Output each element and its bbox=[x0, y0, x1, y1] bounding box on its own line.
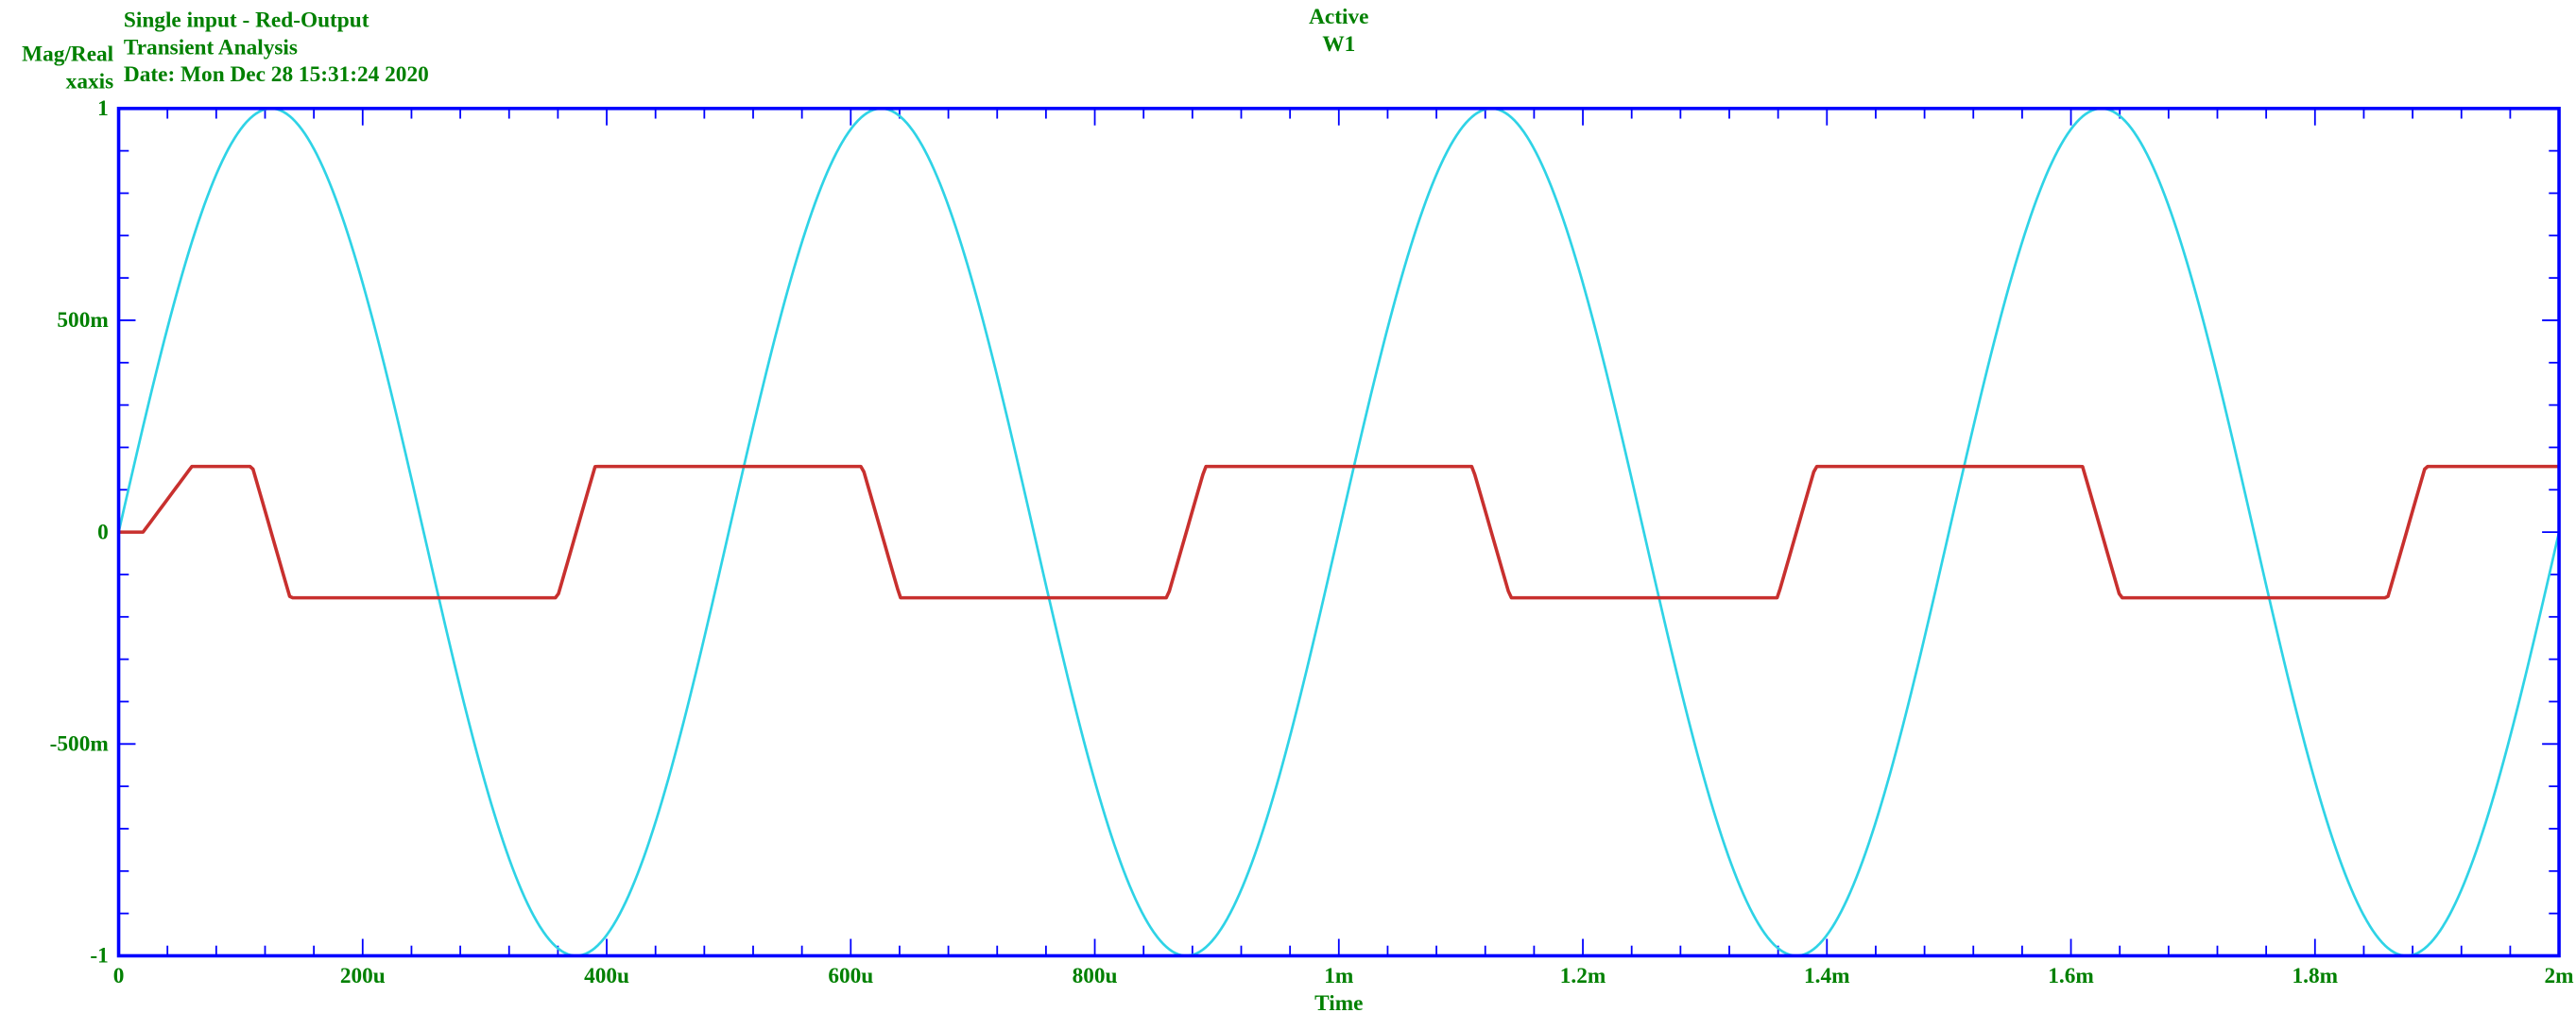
x-tick-label: 600u bbox=[828, 964, 873, 988]
x-tick-label: 1m bbox=[1324, 964, 1354, 988]
title-text: Single input - Red-Output bbox=[124, 9, 369, 33]
window-text: W1 bbox=[1322, 32, 1355, 57]
y-tick-label: 1 bbox=[97, 96, 109, 121]
x-tick-label: 1.4m bbox=[1804, 964, 1850, 988]
waveform-plot[interactable]: Single input - Red-OutputTransient Analy… bbox=[0, 0, 2576, 1030]
x-tick-label: 1.8m bbox=[2293, 964, 2339, 988]
x-tick-label: 2m bbox=[2545, 964, 2575, 988]
x-axis-label: Time bbox=[1314, 991, 1363, 1016]
x-tick-label: 400u bbox=[584, 964, 629, 988]
x-tick-label: 1.6m bbox=[2048, 964, 2094, 988]
x-mode-text: xaxis bbox=[66, 69, 113, 94]
y-tick-label: 500m bbox=[57, 308, 109, 333]
x-tick-label: 200u bbox=[340, 964, 386, 988]
x-tick-label: 1.2m bbox=[1560, 964, 1606, 988]
status-text: Active bbox=[1309, 5, 1368, 29]
x-tick-label: 800u bbox=[1073, 964, 1118, 988]
y-tick-label: -1 bbox=[90, 944, 108, 969]
y-tick-label: -500m bbox=[50, 731, 110, 756]
y-mode-text: Mag/Real bbox=[22, 43, 114, 67]
date-text: Date: Mon Dec 28 15:31:24 2020 bbox=[124, 62, 429, 87]
analysis-text: Transient Analysis bbox=[124, 35, 298, 60]
plot-window: Single input - Red-OutputTransient Analy… bbox=[0, 0, 2576, 1030]
y-tick-label: 0 bbox=[97, 520, 109, 544]
x-tick-label: 0 bbox=[113, 964, 125, 988]
plot-background bbox=[0, 0, 2576, 1030]
